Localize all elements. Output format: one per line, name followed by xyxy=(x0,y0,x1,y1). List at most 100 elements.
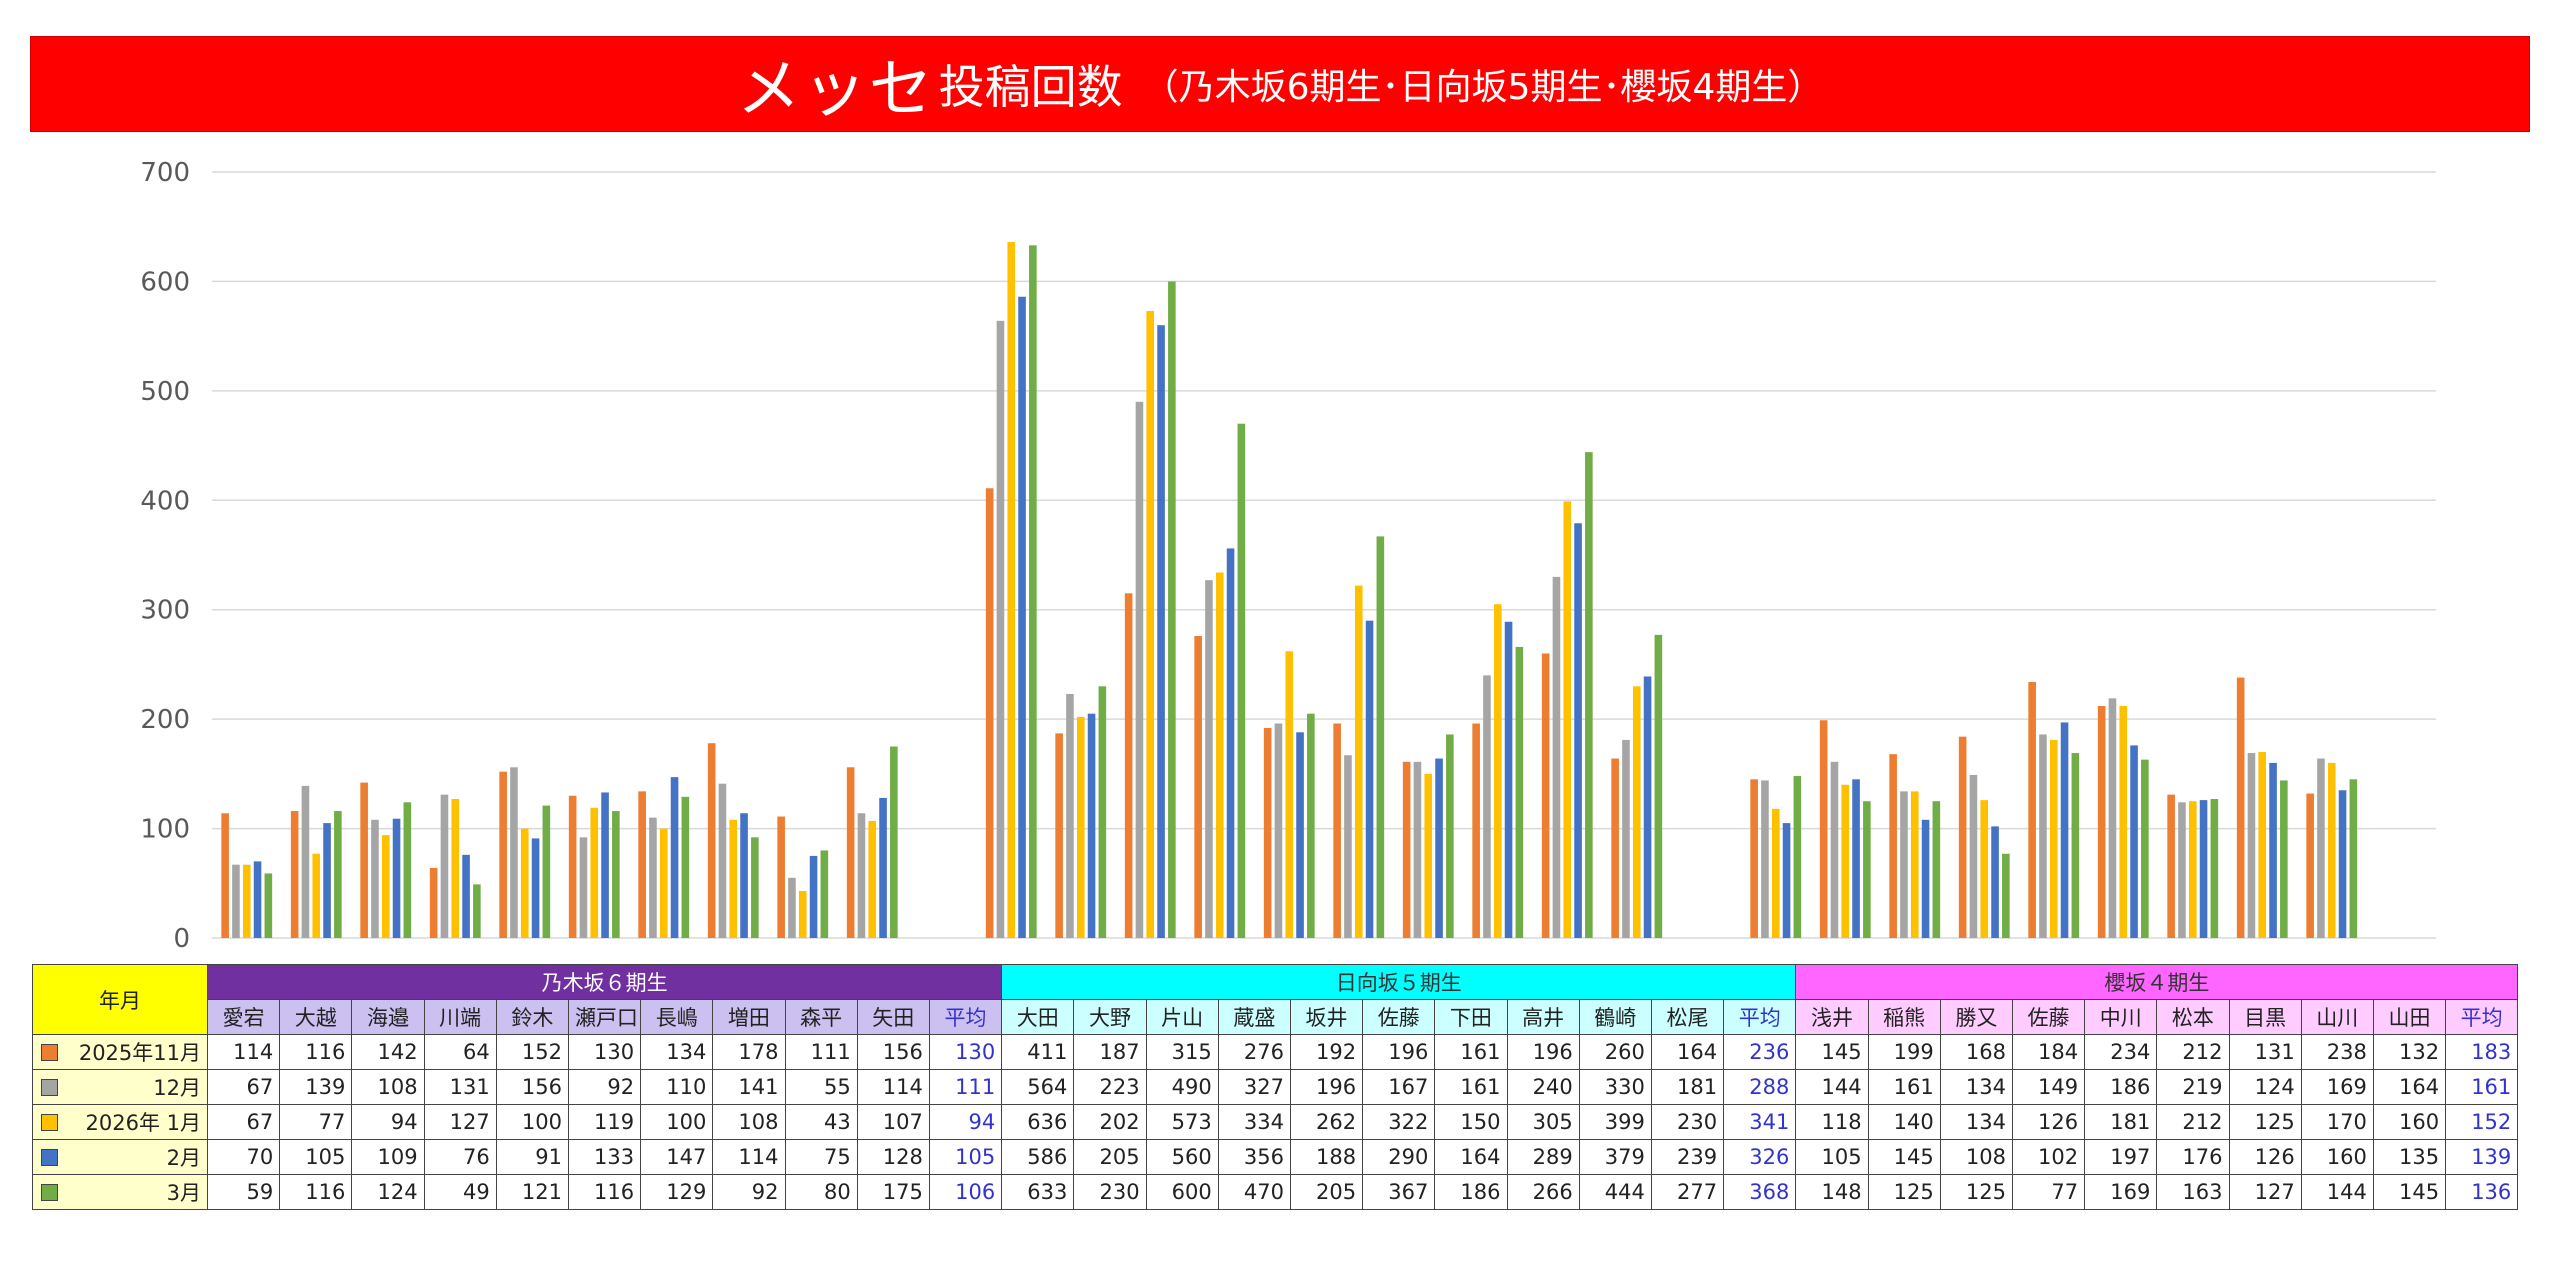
data-value: 156 xyxy=(495,1069,569,1105)
data-value: 134 xyxy=(1939,1104,2013,1140)
bar xyxy=(1980,800,1989,938)
data-value: 100 xyxy=(640,1104,714,1140)
bar xyxy=(1793,776,1802,938)
data-value: 145 xyxy=(1867,1139,1941,1175)
data-value: 133 xyxy=(567,1139,642,1175)
data-value: 470 xyxy=(1217,1174,1291,1210)
average-value: 111 xyxy=(928,1069,1003,1105)
data-value: 176 xyxy=(2156,1139,2230,1175)
data-value: 219 xyxy=(2156,1069,2230,1105)
bar xyxy=(1889,754,1897,938)
bar xyxy=(1344,755,1352,938)
average-value: 288 xyxy=(1723,1069,1797,1105)
data-value: 564 xyxy=(1001,1069,1075,1105)
data-value: 125 xyxy=(1939,1174,2013,1210)
data-value: 67 xyxy=(206,1104,281,1140)
y-tick-label: 100 xyxy=(140,815,190,845)
bar xyxy=(2071,753,2080,938)
bar xyxy=(681,796,690,938)
series-label: 2026年 1月 xyxy=(32,1104,208,1140)
bar xyxy=(1226,548,1235,938)
bar xyxy=(2119,706,2128,938)
title-main: メッセ xyxy=(736,53,935,127)
data-value: 76 xyxy=(423,1139,497,1175)
bar xyxy=(1029,245,1037,938)
data-value: 156 xyxy=(856,1034,930,1070)
bar xyxy=(568,795,577,938)
average-value: 106 xyxy=(928,1174,1003,1210)
member-name: 山川 xyxy=(2300,999,2374,1035)
data-value: 188 xyxy=(1289,1139,1364,1175)
data-value: 130 xyxy=(567,1034,642,1070)
bar xyxy=(1365,620,1374,938)
bars xyxy=(221,242,2358,939)
data-value: 330 xyxy=(1578,1069,1652,1105)
bar xyxy=(868,820,877,938)
bar xyxy=(1761,780,1769,938)
bar xyxy=(1900,791,1908,938)
data-value: 121 xyxy=(495,1174,569,1210)
member-name: 高井 xyxy=(1506,999,1580,1035)
bar xyxy=(531,838,540,938)
data-value: 126 xyxy=(2011,1104,2086,1140)
data-value: 444 xyxy=(1578,1174,1652,1210)
data-value: 91 xyxy=(495,1139,569,1175)
data-value: 152 xyxy=(495,1034,569,1070)
bar xyxy=(1969,774,1978,938)
member-name: 大越 xyxy=(279,999,353,1035)
data-value: 202 xyxy=(1073,1104,1147,1140)
average-value: 326 xyxy=(1723,1139,1797,1175)
data-value: 92 xyxy=(712,1174,786,1210)
bar xyxy=(1483,675,1491,938)
group-header: 日向坂５期生 xyxy=(1001,964,1797,1000)
member-name: 矢田 xyxy=(856,999,930,1035)
bar xyxy=(264,873,273,938)
y-tick-label: 600 xyxy=(140,267,190,297)
data-value: 64 xyxy=(423,1034,497,1070)
bar xyxy=(1632,686,1641,938)
bar xyxy=(429,867,438,938)
bar xyxy=(1932,801,1941,938)
bar xyxy=(1307,713,1315,938)
table-data-row: 2025年11月 114 116 142 64 152 130 134 178 111 156 130… xyxy=(32,1034,2519,1070)
data-value: 147 xyxy=(640,1139,714,1175)
title-subtitle: （乃木坂6期生･日向坂5期生･櫻坂4期生） xyxy=(1142,67,1824,108)
data-value: 238 xyxy=(2300,1034,2374,1070)
bar xyxy=(1750,779,1758,938)
bar xyxy=(1424,773,1433,938)
average-value: 368 xyxy=(1723,1174,1797,1210)
data-value: 178 xyxy=(712,1034,786,1070)
data-value: 80 xyxy=(784,1174,858,1210)
bar xyxy=(1098,686,1107,938)
data-value: 126 xyxy=(2228,1139,2302,1175)
data-value: 356 xyxy=(1217,1139,1291,1175)
data-value: 107 xyxy=(856,1104,930,1140)
table-data-row: 2026年 1月 67 77 94 127 100 119 100 108 43 107 94 636 2… xyxy=(32,1104,2519,1140)
series-label-text: 2025年11月 xyxy=(78,1041,201,1065)
average-header: 平均 xyxy=(928,999,1003,1035)
member-name: 松本 xyxy=(2156,999,2230,1035)
legend-swatch xyxy=(41,1149,58,1166)
bar xyxy=(290,811,299,938)
bar xyxy=(510,767,518,938)
data-value: 196 xyxy=(1289,1069,1364,1105)
average-value: 94 xyxy=(928,1104,1003,1140)
table-corner-label: 年月 xyxy=(32,964,208,1035)
data-value: 119 xyxy=(567,1104,642,1140)
data-value: 43 xyxy=(784,1104,858,1140)
data-value: 114 xyxy=(856,1069,930,1105)
member-name: 佐藤 xyxy=(1362,999,1436,1035)
data-value: 184 xyxy=(2011,1034,2086,1070)
bar xyxy=(371,819,379,938)
data-value: 196 xyxy=(1362,1034,1436,1070)
series-label-text: 3月 xyxy=(166,1181,201,1205)
member-name: 佐藤 xyxy=(2011,999,2086,1035)
data-value: 161 xyxy=(1434,1069,1508,1105)
bar xyxy=(2060,722,2069,938)
data-value: 110 xyxy=(640,1069,714,1105)
data-value: 75 xyxy=(784,1139,858,1175)
bar xyxy=(2108,698,2117,938)
bar xyxy=(1018,296,1026,939)
data-value: 276 xyxy=(1217,1034,1291,1070)
data-value: 134 xyxy=(1939,1069,2013,1105)
